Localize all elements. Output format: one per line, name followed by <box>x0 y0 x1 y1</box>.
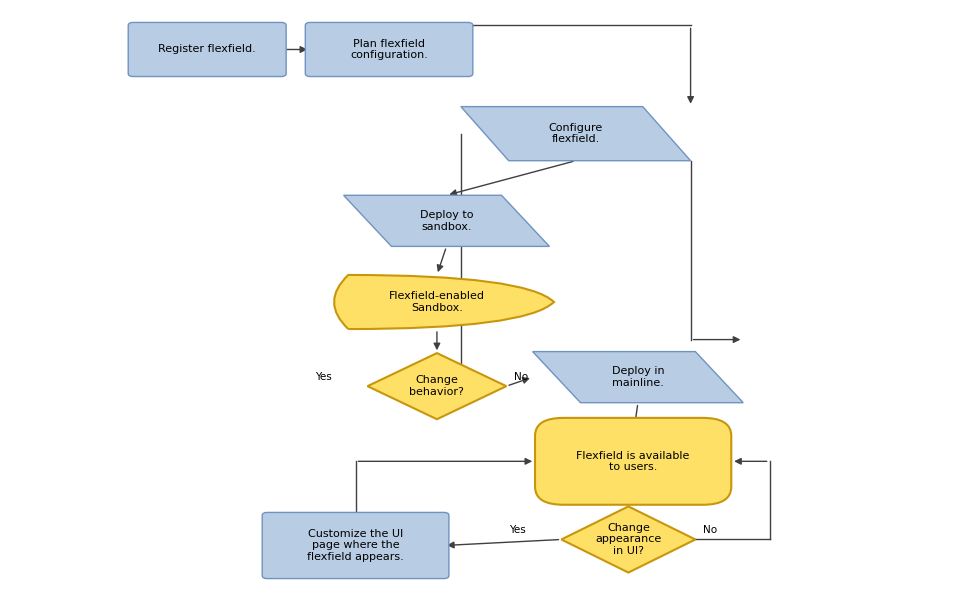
Text: Plan flexfield
configuration.: Plan flexfield configuration. <box>350 39 428 60</box>
Text: Customize the UI
page where the
flexfield appears.: Customize the UI page where the flexfiel… <box>307 529 404 562</box>
Polygon shape <box>562 506 695 573</box>
Text: Change
behavior?: Change behavior? <box>410 375 465 397</box>
Text: Yes: Yes <box>509 525 525 536</box>
Text: Flexfield-enabled
Sandbox.: Flexfield-enabled Sandbox. <box>389 291 485 313</box>
FancyBboxPatch shape <box>305 22 473 77</box>
Text: Configure
flexfield.: Configure flexfield. <box>548 123 603 144</box>
Polygon shape <box>533 352 743 403</box>
PathPatch shape <box>334 275 554 329</box>
FancyBboxPatch shape <box>129 22 286 77</box>
FancyBboxPatch shape <box>262 512 449 579</box>
Text: No: No <box>514 372 528 382</box>
FancyBboxPatch shape <box>535 418 732 505</box>
Text: No: No <box>703 525 717 536</box>
Text: Yes: Yes <box>315 372 331 382</box>
Text: Register flexfield.: Register flexfield. <box>158 45 256 54</box>
Text: Deploy in
mainline.: Deploy in mainline. <box>612 367 664 388</box>
Polygon shape <box>461 106 690 161</box>
Text: Flexfield is available
to users.: Flexfield is available to users. <box>576 451 690 472</box>
Polygon shape <box>344 195 549 246</box>
Polygon shape <box>368 353 506 419</box>
Text: Deploy to
sandbox.: Deploy to sandbox. <box>420 210 473 232</box>
Text: Change
appearance
in UI?: Change appearance in UI? <box>595 523 661 556</box>
